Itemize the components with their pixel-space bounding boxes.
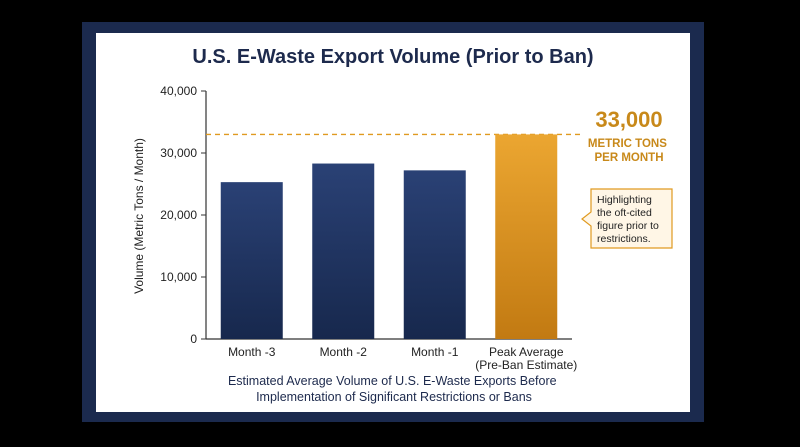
bars xyxy=(220,134,558,339)
peak-value-label: 33,000 xyxy=(595,107,662,132)
bar-month xyxy=(220,182,283,339)
x-category-label: Month -2 xyxy=(320,345,368,359)
y-axis-label: Volume (Metric Tons / Month) xyxy=(132,138,146,294)
x-category-label-line: Month -1 xyxy=(411,345,459,359)
y-tick-label: 20,000 xyxy=(160,208,197,222)
y-tick-label: 10,000 xyxy=(160,270,197,284)
bar-month xyxy=(312,163,375,339)
y-tick-label: 30,000 xyxy=(160,146,197,160)
bar-peak-average xyxy=(495,134,558,339)
peak-unit-line-1: METRIC TONS xyxy=(588,138,667,150)
x-axis-caption-line-2: Implementation of Significant Restrictio… xyxy=(256,390,532,404)
y-ticks: 0 10,000 20,000 30,000 40,000 xyxy=(160,84,206,346)
callout-box xyxy=(581,188,673,249)
bar-month xyxy=(403,170,466,339)
callout-line-3: figure prior to xyxy=(597,220,659,232)
x-axis-caption: Estimated Average Volume of U.S. E-Waste… xyxy=(228,374,560,404)
x-category-label: Peak Average (Pre-Ban Estimate) xyxy=(475,345,577,372)
chart-title: U.S. E-Waste Export Volume (Prior to Ban… xyxy=(192,46,593,68)
x-category-label: Month -3 xyxy=(228,345,276,359)
x-category-labels: Month -3 Month -2 Month -1 Peak Average (Pre… xyxy=(228,345,577,372)
x-category-label-line: Peak Average xyxy=(489,345,564,359)
callout-line-1: Highlighting xyxy=(597,194,652,206)
callout-line-2: the oft-cited xyxy=(597,207,652,219)
x-category-label-line: Month -2 xyxy=(320,345,368,359)
peak-unit-label: METRIC TONS PER MONTH xyxy=(588,138,670,164)
x-category-label-line: (Pre-Ban Estimate) xyxy=(475,358,577,372)
x-category-label-line: Month -3 xyxy=(228,345,276,359)
peak-unit-line-2: PER MONTH xyxy=(595,152,664,164)
y-tick-label: 40,000 xyxy=(160,84,197,98)
y-tick-label: 0 xyxy=(190,332,197,346)
x-category-label: Month -1 xyxy=(411,345,459,359)
callout-text: Highlighting the oft-cited figure prior … xyxy=(597,194,662,245)
x-axis-caption-line-1: Estimated Average Volume of U.S. E-Waste… xyxy=(228,374,557,388)
peak-annotation: 33,000 METRIC TONS PER MONTH Highlightin… xyxy=(581,107,673,249)
callout-line-4: restrictions. xyxy=(597,233,651,245)
